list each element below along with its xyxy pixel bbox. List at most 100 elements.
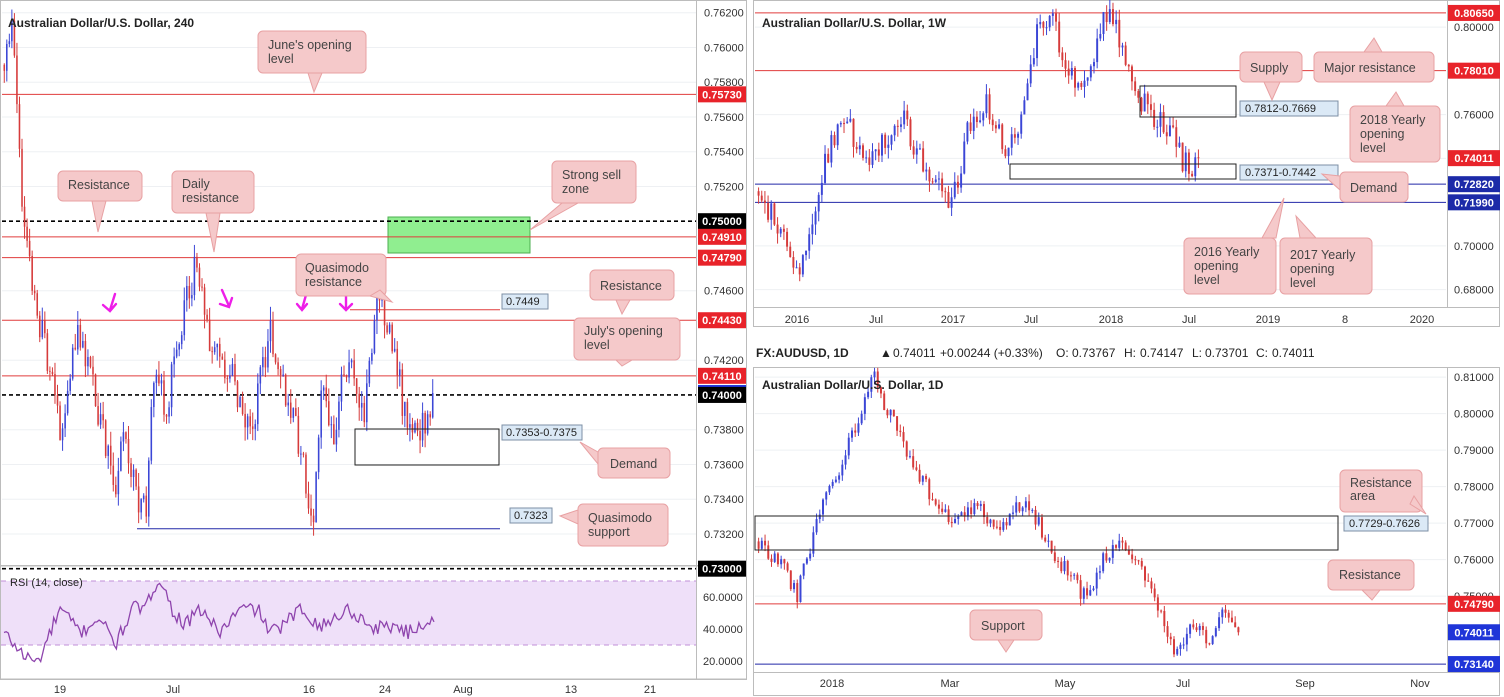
h4-candle	[330, 424, 333, 426]
daily-candle	[1237, 627, 1240, 633]
daily-price-tag: 0.74011	[1454, 627, 1493, 639]
daily-candle	[760, 540, 763, 549]
daily-candle	[992, 519, 995, 527]
h4-candle	[320, 390, 322, 438]
h4-candle	[353, 360, 355, 379]
h4-candle	[127, 438, 130, 464]
daily-candle	[973, 503, 976, 514]
callout-2017-yearly-l2: opening	[1290, 262, 1335, 276]
weekly-candle	[1159, 112, 1162, 127]
daily-candle	[995, 526, 998, 528]
h4-price-tag: 0.74910	[702, 232, 742, 244]
arrow-icon-3	[295, 293, 309, 312]
h4-candle	[145, 495, 148, 517]
h4-candles	[3, 9, 434, 536]
daily-candle	[1086, 588, 1089, 596]
weekly-candle	[817, 194, 820, 212]
daily-candle	[1111, 545, 1114, 558]
daily-candle	[944, 509, 947, 512]
weekly-candle	[830, 135, 833, 163]
weekly-candle	[896, 125, 899, 127]
weekly-candle	[1118, 19, 1121, 48]
daily-candle	[863, 397, 866, 414]
callout-daily-resistance-l2: resistance	[182, 191, 239, 205]
daily-candle	[1095, 572, 1098, 589]
daily-candle	[1147, 580, 1150, 582]
daily-candle	[783, 559, 786, 564]
daily-candle	[1118, 540, 1121, 548]
weekly-candle	[1175, 127, 1178, 147]
weekly-candle	[814, 211, 817, 225]
weekly-candle	[881, 134, 883, 156]
weekly-candle	[1146, 93, 1149, 105]
weekly-candle	[770, 203, 773, 220]
weekly-candle	[1004, 149, 1007, 157]
daily-candle	[899, 430, 902, 433]
h4-candle	[327, 401, 330, 426]
weekly-candle	[994, 125, 997, 129]
weekly-zone-label-demand: 0.7371-0.7442	[1245, 167, 1316, 179]
zone-label-box-2	[509, 507, 553, 524]
weekly-candle	[874, 149, 877, 152]
weekly-candle	[1143, 93, 1146, 112]
daily-candle	[950, 521, 953, 524]
weekly-candle	[1001, 124, 1004, 150]
daily-candle	[1079, 580, 1082, 599]
h4-candle	[310, 508, 312, 516]
weekly-candle	[1055, 13, 1058, 22]
h4-price-tag-bg	[698, 213, 746, 230]
h4-candle	[371, 353, 373, 361]
daily-candle	[815, 519, 818, 533]
h4-candle	[193, 256, 196, 296]
callout-major-resistance: Major resistance	[1313, 37, 1435, 83]
daily-candle	[1195, 627, 1198, 631]
weekly-candle	[862, 145, 864, 158]
h4-candle	[44, 320, 46, 334]
weekly-time-tick: Jul	[1024, 314, 1038, 326]
weekly-candle	[906, 110, 909, 120]
h4-candle	[429, 414, 431, 418]
weekly-candle	[1010, 134, 1013, 148]
weekly-candles	[757, 0, 1200, 282]
weekly-candle	[899, 124, 902, 127]
h4-candle	[188, 285, 191, 299]
daily-candle	[1208, 643, 1211, 645]
weekly-price-tag: 0.78010	[1454, 66, 1494, 78]
daily-candle	[764, 540, 767, 546]
weekly-chart-panel: Australian Dollar/U.S. Dollar, 1W 0.8000…	[753, 0, 1500, 327]
callout-2018-yearly-l2: opening	[1360, 127, 1405, 141]
weekly-candle	[979, 120, 982, 123]
weekly-zone-box-demand	[1239, 164, 1339, 181]
h4-price-tag: 0.74790	[702, 253, 742, 265]
weekly-candle	[1108, 9, 1111, 23]
callout-2016-yearly-l1: 2016 Yearly	[1194, 245, 1260, 259]
h4-candle	[97, 406, 99, 425]
h4-candle	[234, 364, 236, 382]
weekly-demand-zone	[1009, 163, 1237, 180]
weekly-candle	[1039, 22, 1042, 25]
weekly-candle	[956, 181, 959, 188]
h4-candle	[107, 445, 110, 456]
callout-2018-yearly: 2018 Yearly opening level	[1349, 91, 1441, 163]
h4-price-ticks: 0.76200 0.76000 0.75800 0.75600 0.75400 0.752…	[704, 8, 744, 541]
weekly-candle	[846, 121, 849, 124]
zone-label-0-7323: 0.7323	[514, 510, 548, 522]
daily-candle	[770, 558, 773, 562]
weekly-candle	[1181, 142, 1184, 172]
callout-2017-yearly-l3: level	[1290, 276, 1316, 290]
daily-candles	[757, 367, 1240, 658]
daily-candle	[1137, 560, 1140, 562]
weekly-price-tick: 0.70000	[1454, 241, 1494, 253]
h4-candle	[26, 226, 28, 241]
h4-candle	[373, 320, 376, 354]
h4-candle	[386, 325, 388, 333]
h4-candle	[208, 319, 211, 352]
h4-candle	[391, 324, 393, 352]
weekly-candle	[1017, 133, 1020, 138]
h4-candle	[340, 374, 343, 402]
h4-price-tag: 0.75000	[702, 216, 742, 228]
daily-price-tick: 0.81000	[1454, 372, 1494, 384]
daily-candle	[1224, 609, 1227, 613]
callout-quasimodo-resistance: Quasimodo resistance	[295, 253, 394, 303]
h4-candle	[335, 429, 338, 445]
